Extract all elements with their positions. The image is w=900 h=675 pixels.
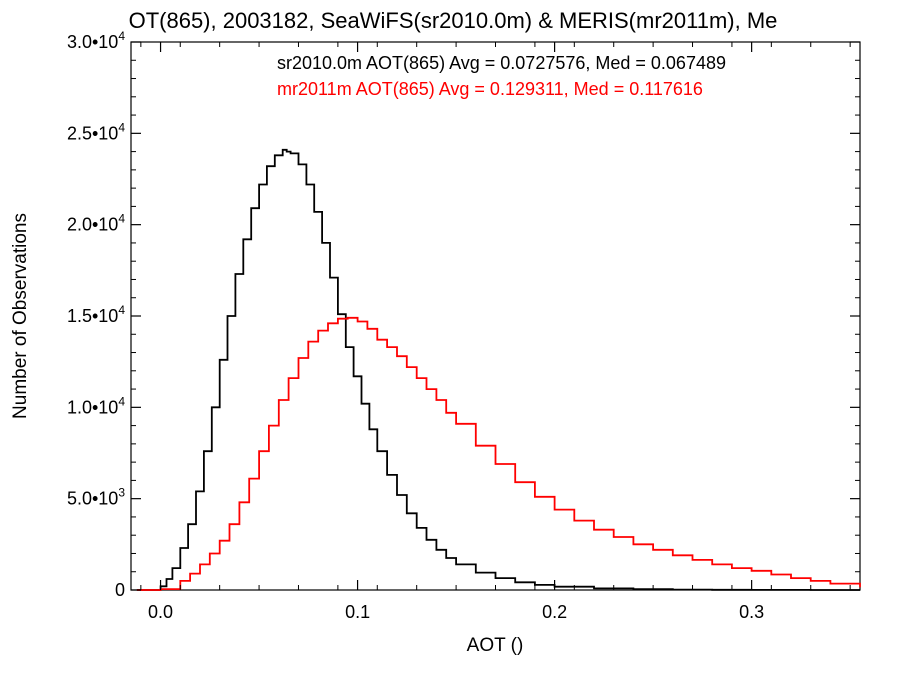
x-tick-label: 0.2	[542, 602, 567, 622]
x-axis-label: AOT ()	[467, 635, 524, 656]
y-tick-label: 2.0•104	[67, 212, 125, 235]
legend-entry-sr2010: sr2010.0m AOT(865) Avg = 0.0727576, Med …	[277, 53, 726, 73]
y-tick-label: 0	[115, 580, 125, 600]
legend-entry-mr2011: mr2011m AOT(865) Avg = 0.129311, Med = 0…	[277, 79, 703, 99]
y-tick-label: 2.5•104	[67, 120, 125, 143]
chart-title: OT(865), 2003182, SeaWiFS(sr2010.0m) & M…	[129, 8, 778, 33]
x-tick-label: 0.0	[148, 602, 173, 622]
x-tick-label: 0.1	[345, 602, 370, 622]
y-tick-label: 3.0•104	[67, 29, 125, 52]
plot-frame	[130, 41, 861, 591]
series-line-1	[136, 316, 861, 591]
y-axis-label: Number of Observations	[10, 213, 31, 419]
y-tick-label: 1.0•104	[67, 394, 125, 417]
x-tick-label: 0.3	[739, 602, 764, 622]
series-layer	[136, 148, 861, 591]
x-axis-ticks: 0.0 0.1 0.2 0.3	[140, 42, 851, 622]
series-line-0	[136, 148, 860, 591]
y-tick-label: 5.0•103	[67, 486, 125, 509]
y-tick-label: 1.5•104	[67, 303, 125, 326]
y-axis-ticks: 0 5.0•103 1.0•104 1.5•104 2.0•104 2.5•104 3.0•…	[67, 29, 860, 600]
